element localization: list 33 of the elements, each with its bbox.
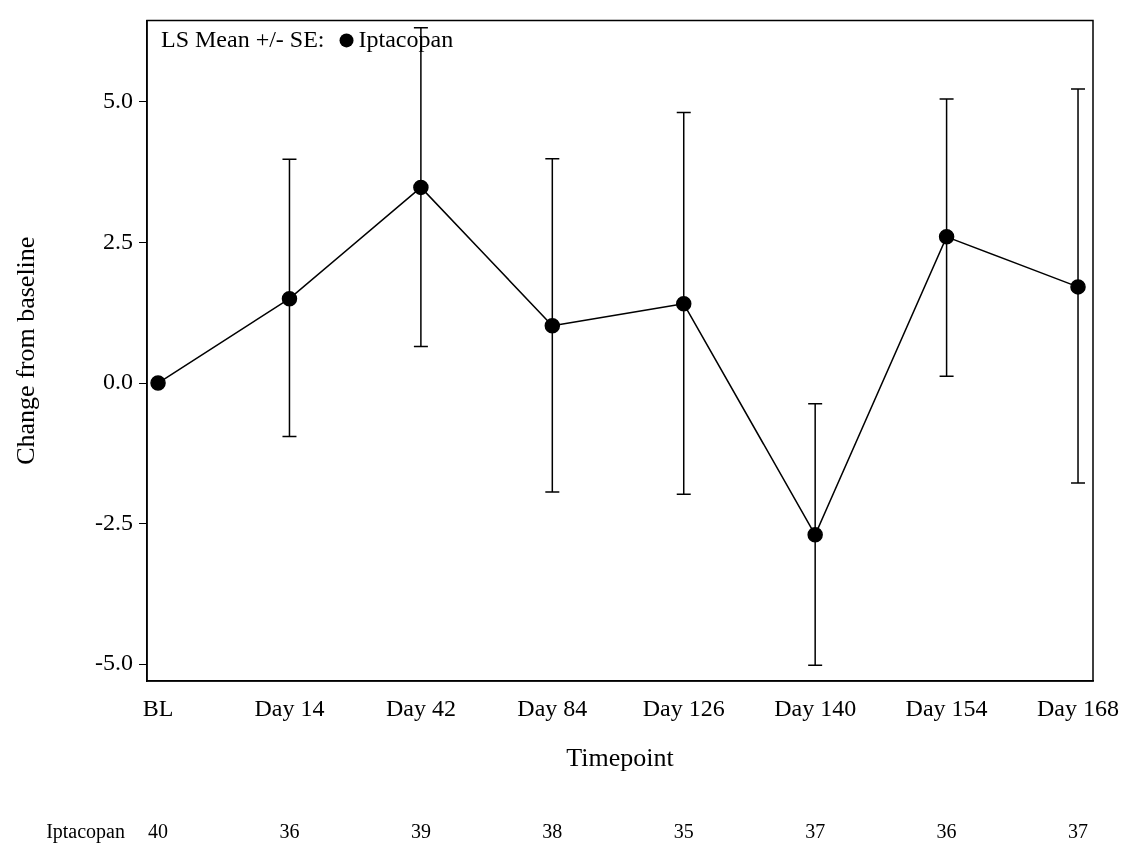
x-tick-label: Day 168 [1037, 694, 1120, 721]
text: 35 [673, 820, 694, 843]
x-tick-label: Day 126 [642, 694, 725, 721]
point [938, 229, 955, 245]
y-axis-title: Change from baseline [11, 236, 41, 465]
y-tick-label: 2.5 [103, 227, 133, 254]
text: 37 [1068, 820, 1089, 843]
y-tick-label: -5.0 [95, 649, 133, 676]
x-tick-label: Day 14 [254, 694, 325, 721]
point [1070, 279, 1086, 295]
point [807, 527, 823, 543]
text: 36 [279, 820, 300, 843]
x-tick-label: Day 140 [774, 694, 857, 721]
x-tick-label: BL [142, 694, 174, 721]
x-tick-label: Day 42 [385, 694, 456, 721]
point [150, 375, 166, 391]
point [281, 290, 298, 307]
y-tick-label: 5.0 [103, 87, 133, 114]
y-tick-label: 0.0 [103, 368, 133, 395]
text: 40 [148, 820, 169, 843]
legend-title: LS Mean +/- SE: [161, 25, 325, 52]
text: Iptacopan [46, 820, 125, 844]
y-tick-label: -2.5 [95, 508, 133, 535]
text: 38 [542, 820, 563, 843]
point [675, 296, 692, 312]
x-tick-label: Day 154 [905, 694, 988, 721]
x-tick-label: Day 84 [517, 694, 588, 721]
x-axis-title: Timepoint [566, 743, 675, 773]
text: 36 [936, 820, 957, 843]
text: 37 [805, 820, 826, 843]
point [544, 317, 561, 334]
text: 39 [410, 820, 431, 843]
point [413, 179, 429, 196]
